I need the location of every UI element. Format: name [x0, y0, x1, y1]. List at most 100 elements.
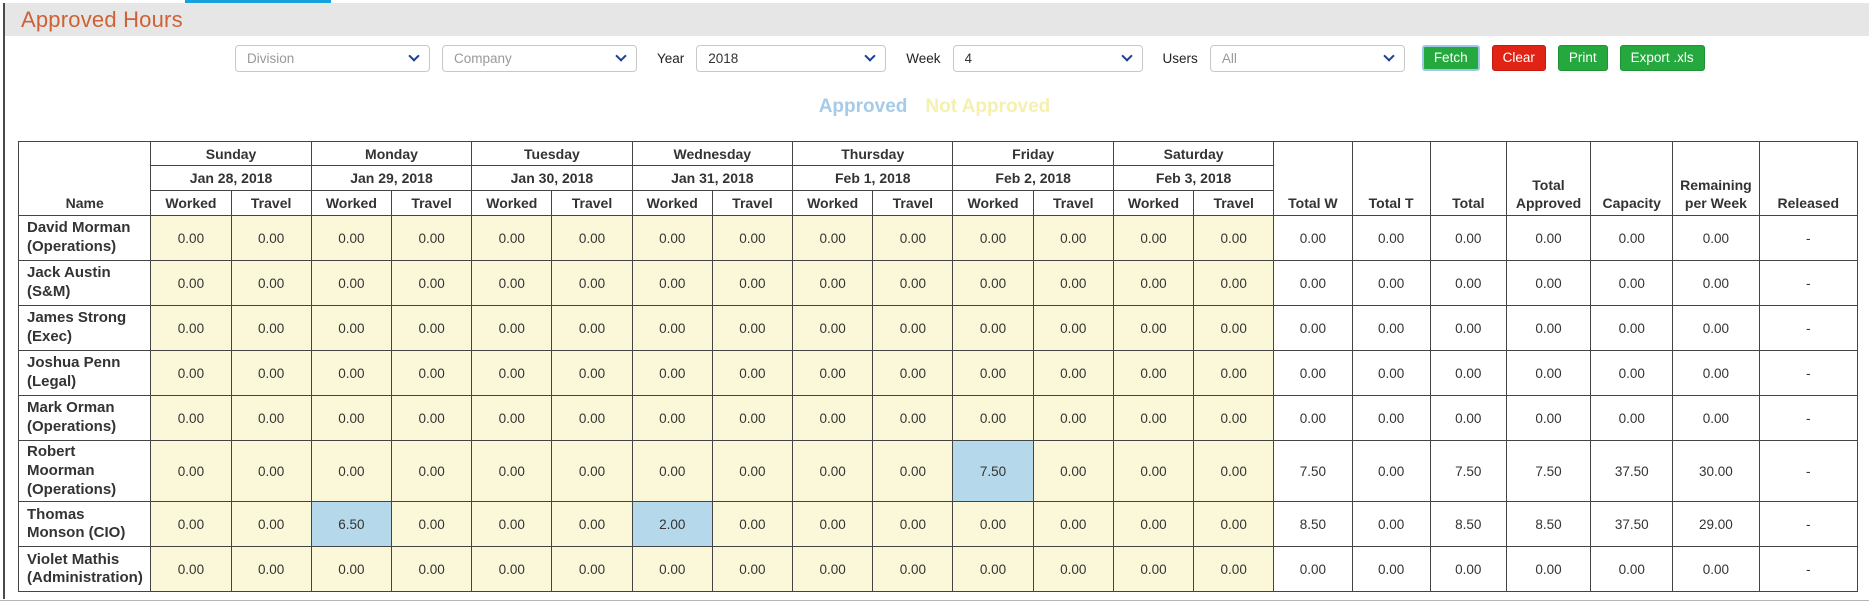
released-cell: -	[1758, 260, 1859, 306]
hours-cell: 0.00	[551, 439, 633, 503]
export-xls-button[interactable]: Export .xls	[1619, 45, 1705, 71]
day-header: Saturday	[1112, 141, 1275, 166]
hours-cell: 0.00	[792, 350, 874, 396]
sub-header-worked: Worked	[631, 190, 713, 216]
approved-hours-table: Name Sunday Monday Tuesday Wednesday Thursday…	[17, 141, 1859, 593]
sub-header-travel: Travel	[390, 190, 473, 216]
total-cell: 0.00	[1505, 305, 1592, 351]
chevron-down-icon	[864, 50, 876, 62]
employee-row: Mark Orman (Operations) 0.00 0.00 0.00 0.00 0…	[17, 395, 1859, 441]
sub-header-travel: Travel	[1193, 190, 1275, 216]
hours-cell: 0.00	[551, 215, 633, 261]
total-cell: 0.00	[1590, 350, 1674, 396]
total-cell: 0.00	[1429, 546, 1507, 593]
division-select[interactable]: Division	[235, 44, 430, 72]
employee-name-cell: Violet Mathis (Administration)	[17, 546, 152, 593]
hours-cell: 0.00	[711, 439, 794, 503]
hours-cell: 0.00	[792, 305, 874, 351]
total-column-header: Total Approved	[1505, 141, 1592, 216]
filter-toolbar: Division Company Year 2018 Week 4 Users …	[235, 44, 1705, 72]
hours-cell: 0.00	[390, 260, 473, 306]
total-cell: 0.00	[1273, 215, 1353, 261]
chevron-down-icon	[408, 50, 420, 62]
total-cell: 8.50	[1273, 501, 1353, 548]
hours-cell: 0.00	[1193, 395, 1275, 441]
hours-cell: 0.00	[1112, 215, 1195, 261]
hours-cell: 0.00	[1112, 439, 1195, 503]
hours-cell: 0.00	[952, 546, 1034, 593]
hours-cell: 0.00	[631, 305, 713, 351]
hours-cell: 0.00	[551, 501, 633, 548]
company-select-value: Company	[454, 50, 512, 66]
total-cell: 8.50	[1505, 501, 1592, 548]
total-cell: 0.00	[1505, 395, 1592, 441]
users-select[interactable]: All	[1209, 44, 1405, 72]
sub-header-travel: Travel	[872, 190, 954, 216]
hours-cell: 0.00	[872, 546, 954, 593]
clear-button[interactable]: Clear	[1491, 45, 1546, 71]
users-label: Users	[1162, 50, 1198, 66]
browser-tab-indicator	[185, 0, 331, 3]
total-column-header: Capacity	[1590, 141, 1674, 216]
hours-cell: 0.00	[1032, 350, 1114, 396]
tab-approved[interactable]: Approved	[818, 96, 908, 117]
sub-header-worked: Worked	[1112, 190, 1195, 216]
employee-name-cell: Mark Orman (Operations)	[17, 395, 152, 441]
total-column-header: Released	[1758, 141, 1859, 216]
hours-cell: 0.00	[792, 439, 874, 503]
date-header: Jan 28, 2018	[150, 165, 312, 191]
released-cell: -	[1758, 439, 1859, 503]
employee-row: Jack Austin (S&M) 0.00 0.00 0.00 0.00 0.00 0.0…	[17, 260, 1859, 306]
day-header: Thursday	[792, 141, 954, 166]
hours-cell: 0.00	[631, 350, 713, 396]
sub-header-travel: Travel	[1032, 190, 1114, 216]
hours-cell: 0.00	[792, 501, 874, 548]
hours-cell: 0.00	[872, 395, 954, 441]
hours-cell: 0.00	[1193, 439, 1275, 503]
hours-cell: 0.00	[1193, 215, 1275, 261]
total-cell: 0.00	[1590, 215, 1674, 261]
total-cell: 0.00	[1672, 546, 1760, 593]
fetch-button[interactable]: Fetch	[1421, 45, 1480, 71]
hours-cell: 0.00	[1032, 305, 1114, 351]
hours-cell: 0.00	[872, 305, 954, 351]
hours-cell: 0.00	[310, 260, 392, 306]
total-cell: 0.00	[1429, 395, 1507, 441]
hours-cell: 0.00	[471, 395, 553, 441]
hours-cell: 0.00	[952, 501, 1034, 548]
sub-header-travel: Travel	[230, 190, 312, 216]
year-select[interactable]: 2018	[696, 44, 887, 72]
hours-cell: 0.00	[471, 350, 553, 396]
hours-cell: 0.00	[551, 395, 633, 441]
hours-cell: 0.00	[711, 546, 794, 593]
hours-cell: 0.00	[711, 501, 794, 548]
division-select-value: Division	[247, 50, 295, 66]
page-title: Approved Hours	[21, 6, 183, 32]
week-select[interactable]: 4	[952, 44, 1143, 72]
day-header: Sunday	[150, 141, 312, 166]
hours-cell: 0.00	[230, 215, 312, 261]
employee-name-cell: Joshua Penn (Legal)	[17, 350, 152, 396]
total-cell: 0.00	[1505, 350, 1592, 396]
hours-cell: 0.00	[390, 546, 473, 593]
sub-header-worked: Worked	[310, 190, 392, 216]
total-cell: 0.00	[1505, 215, 1592, 261]
tab-not-approved[interactable]: Not Approved	[925, 96, 1051, 117]
employee-row: Robert Moorman (Operations) 0.00 0.00 0.00 0…	[17, 439, 1859, 503]
hours-cell: 0.00	[1193, 305, 1275, 351]
total-cell: 0.00	[1590, 305, 1674, 351]
week-label: Week	[906, 50, 941, 66]
hours-cell: 0.00	[711, 260, 794, 306]
hours-cell-highlighted: 2.00	[631, 501, 713, 548]
released-cell: -	[1758, 501, 1859, 548]
week-select-value: 4	[964, 50, 973, 66]
hours-cell: 0.00	[952, 395, 1034, 441]
company-select[interactable]: Company	[442, 44, 637, 72]
employee-name-cell: Thomas Monson (CIO)	[17, 501, 152, 548]
total-cell: 0.00	[1273, 395, 1353, 441]
total-cell: 0.00	[1273, 350, 1353, 396]
hours-cell: 0.00	[310, 215, 392, 261]
hours-cell: 0.00	[631, 395, 713, 441]
print-button[interactable]: Print	[1557, 45, 1608, 71]
hours-cell: 0.00	[230, 439, 312, 503]
